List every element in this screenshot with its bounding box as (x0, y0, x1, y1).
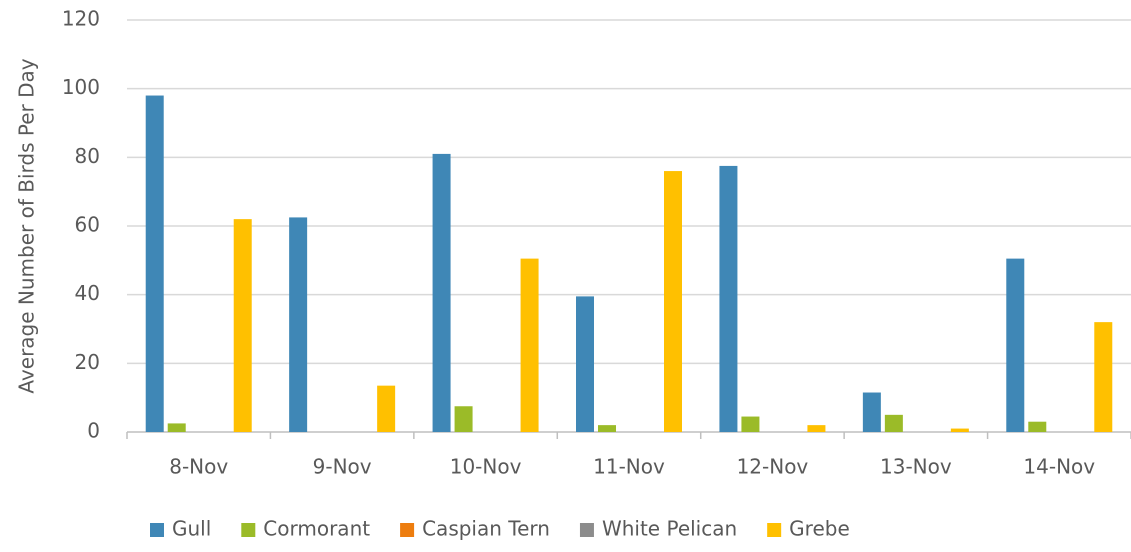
bar (741, 416, 760, 432)
bar (576, 296, 594, 432)
legend-swatch (150, 523, 164, 537)
bar (454, 406, 473, 432)
bar (1028, 421, 1047, 432)
bar (1094, 322, 1113, 432)
legend-label: Gull (172, 517, 211, 541)
bar (664, 171, 682, 433)
x-tick-label: 9-Nov (313, 455, 372, 479)
legend-label: Grebe (789, 517, 850, 541)
legend-swatch (241, 523, 256, 537)
y-tick-label: 20 (75, 350, 100, 374)
bar (719, 165, 738, 432)
legend-label: White Pelican (602, 517, 737, 541)
bar (432, 153, 451, 432)
bar (884, 414, 903, 432)
y-axis-label: Average Number of Birds Per Day (15, 58, 39, 393)
y-tick-label: 100 (62, 75, 100, 99)
y-tick-label: 120 (62, 7, 100, 31)
bar (289, 217, 308, 432)
bar (1006, 258, 1025, 432)
legend-label: Cormorant (263, 517, 370, 541)
y-tick-label: 80 (75, 144, 100, 168)
x-tick-label: 13-Nov (880, 455, 952, 479)
bar (233, 219, 252, 432)
x-tick-label: 12-Nov (737, 455, 809, 479)
legend-swatch (767, 523, 782, 537)
bar (598, 425, 616, 432)
x-tick-label: 11-Nov (593, 455, 665, 479)
y-tick-label: 60 (75, 213, 100, 237)
x-tick-label: 14-Nov (1023, 455, 1095, 479)
x-tick-label: 8-Nov (169, 455, 228, 479)
bar (145, 95, 164, 433)
bar (520, 258, 539, 432)
legend-swatch (579, 523, 594, 537)
legend-swatch (400, 523, 415, 537)
bar (950, 428, 969, 432)
y-tick-label: 0 (87, 419, 100, 443)
bar (377, 385, 396, 432)
bar (862, 392, 881, 432)
legend-label: Caspian Tern (422, 517, 550, 541)
y-tick-label: 40 (75, 281, 100, 305)
bar (807, 425, 826, 432)
bar (167, 423, 186, 432)
x-tick-label: 10-Nov (450, 455, 522, 479)
